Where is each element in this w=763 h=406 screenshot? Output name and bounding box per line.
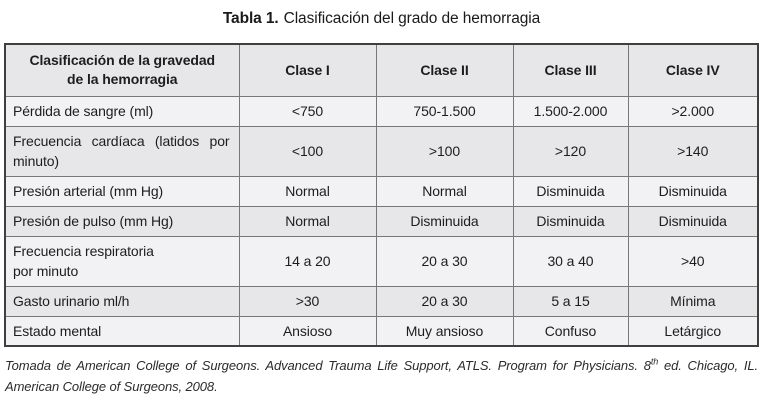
- table-title: Tabla 1. Clasificación del grado de hemor…: [0, 0, 763, 28]
- table-row-presion-arterial: Presión arterial (mm Hg) Normal Normal D…: [4, 175, 759, 207]
- table-row-gasto-urinario: Gasto urinario ml/h >30 20 a 30 5 a 15 M…: [4, 285, 759, 317]
- table-row-frecuencia-cardiaca: Frecuencia cardíaca (latidos por minuto)…: [4, 125, 759, 177]
- cell-value: >40: [627, 235, 759, 287]
- cell-value: Ansioso: [238, 315, 377, 347]
- row-label: Frecuencia respiratoria por minuto: [4, 235, 240, 287]
- cell-value: Mínima: [627, 285, 759, 317]
- cell-value: 750-1.500: [375, 95, 514, 127]
- table-header-row: Clasificación de la gravedad de la hemor…: [4, 43, 759, 97]
- header-cell-clase-ii: Clase II: [375, 43, 514, 97]
- cell-value: 30 a 40: [512, 235, 629, 287]
- row-label: Presión de pulso (mm Hg): [4, 205, 240, 237]
- cell-value: Disminuida: [627, 175, 759, 207]
- table-row-frecuencia-respiratoria: Frecuencia respiratoria por minuto 14 a …: [4, 235, 759, 287]
- table-row-estado-mental: Estado mental Ansioso Muy ansioso Confus…: [4, 315, 759, 347]
- row-label: Frecuencia cardíaca (latidos por minuto): [4, 125, 240, 177]
- cell-value: Disminuida: [375, 205, 514, 237]
- cell-value: 20 a 30: [375, 235, 514, 287]
- cell-value: Disminuida: [512, 205, 629, 237]
- source-note-text-end: ed. Chicago, IL. American College of Sur…: [5, 358, 758, 395]
- row-label: Presión arterial (mm Hg): [4, 175, 240, 207]
- cell-value: Disminuida: [512, 175, 629, 207]
- cell-value: Muy ansioso: [375, 315, 514, 347]
- row-label: Pérdida de sangre (ml): [4, 95, 240, 127]
- row-label: Gasto urinario ml/h: [4, 285, 240, 317]
- cell-value: 14 a 20: [238, 235, 377, 287]
- row-label: Estado mental: [4, 315, 240, 347]
- cell-value: <100: [238, 125, 377, 177]
- cell-value: >100: [375, 125, 514, 177]
- cell-value: >140: [627, 125, 759, 177]
- cell-value: Confuso: [512, 315, 629, 347]
- header-cell-clase-iii: Clase III: [512, 43, 629, 97]
- cell-value: >120: [512, 125, 629, 177]
- cell-value: Normal: [238, 175, 377, 207]
- cell-value: Letárgico: [627, 315, 759, 347]
- source-note-text: Tomada de American College of Surgeons. …: [5, 358, 651, 373]
- cell-value: Normal: [375, 175, 514, 207]
- table-row-perdida-sangre: Pérdida de sangre (ml) <750 750-1.500 1.…: [4, 95, 759, 127]
- header-cell-clase-i: Clase I: [238, 43, 377, 97]
- table-title-text: Clasificación del grado de hemorragia: [283, 10, 541, 27]
- table-row-presion-pulso: Presión de pulso (mm Hg) Normal Disminui…: [4, 205, 759, 237]
- source-note: Tomada de American College of Surgeons. …: [5, 355, 758, 398]
- cell-value: >30: [238, 285, 377, 317]
- cell-value: Normal: [238, 205, 377, 237]
- cell-value: 20 a 30: [375, 285, 514, 317]
- cell-value: >2.000: [627, 95, 759, 127]
- source-note-superscript: th: [650, 356, 659, 367]
- header-cell-clase-iv: Clase IV: [627, 43, 759, 97]
- cell-value: 5 a 15: [512, 285, 629, 317]
- table-title-number: Tabla 1.: [222, 10, 279, 27]
- hemorrhage-classification-table: Clasificación de la gravedad de la hemor…: [4, 43, 759, 347]
- header-cell-classification: Clasificación de la gravedad de la hemor…: [4, 43, 240, 97]
- cell-value: Disminuida: [627, 205, 759, 237]
- cell-value: 1.500-2.000: [512, 95, 629, 127]
- cell-value: <750: [238, 95, 377, 127]
